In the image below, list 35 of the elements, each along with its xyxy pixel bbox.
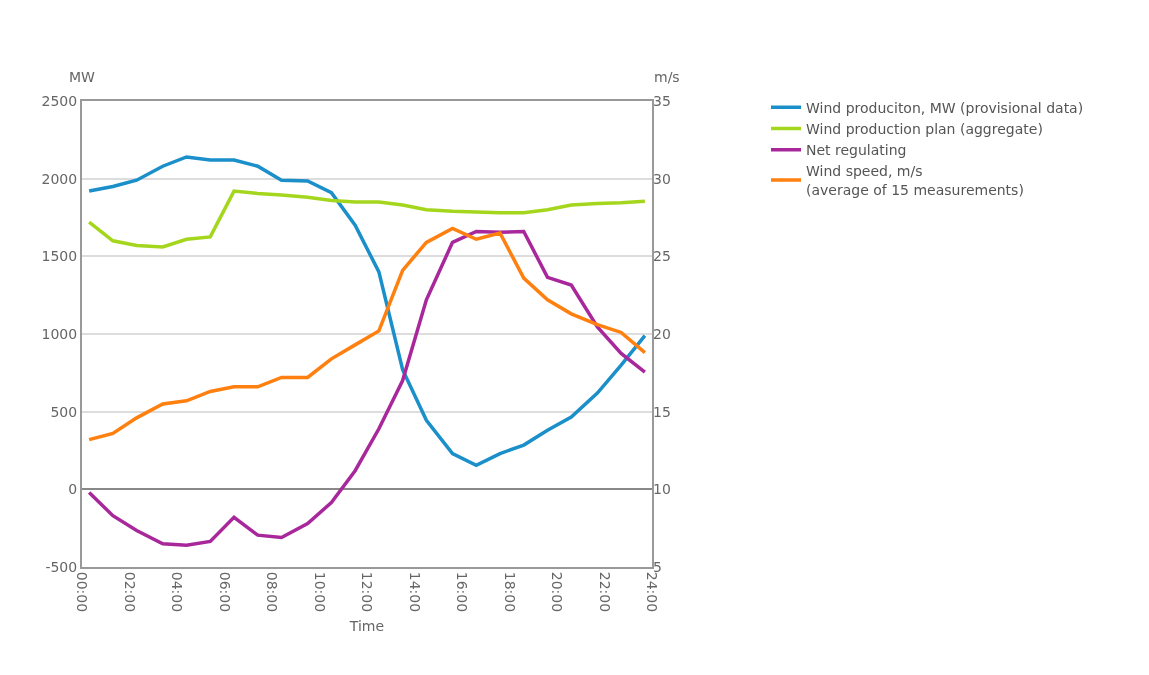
- y2-tick-label: 35: [653, 92, 671, 109]
- line-series: [87, 155, 647, 468]
- x-tick-label: 22:00: [596, 571, 613, 613]
- line-series: [87, 229, 647, 547]
- y-axis-title: MW: [69, 69, 96, 85]
- legend-label: Wind produciton, MW (provisional data): [806, 99, 1084, 116]
- y2-tick-label: 30: [653, 170, 671, 187]
- line-series: [87, 226, 647, 442]
- x-axis-title: Time: [348, 617, 385, 634]
- x-tick-label: 24:00: [644, 571, 661, 613]
- y-tick-label: 0: [68, 481, 78, 498]
- legend-label: Net regulating: [806, 142, 907, 159]
- x-tick-label: 02:00: [121, 571, 138, 613]
- x-tick-label: 10:00: [311, 571, 328, 613]
- y2-tick-label: 15: [653, 403, 671, 420]
- y-tick-label: 500: [50, 403, 78, 420]
- y2-axis-title: m/s: [654, 69, 680, 85]
- y2-tick-label: 20: [653, 325, 671, 342]
- x-tick-label: 18:00: [501, 571, 518, 613]
- legend-label: Wind production plan (aggregate): [806, 120, 1043, 137]
- x-tick-label: 04:00: [169, 571, 186, 613]
- y-tick-label: 1000: [41, 325, 78, 342]
- y2-tick-label: 25: [653, 248, 671, 265]
- y-tick-label: 1500: [41, 248, 78, 265]
- x-tick-label: 08:00: [264, 571, 281, 613]
- y2-tick-label: 10: [653, 481, 671, 498]
- x-tick-label: 12:00: [359, 571, 376, 613]
- legend-label: Wind speed, m/s (average of 15 measurements): [806, 163, 1024, 198]
- x-tick-label: 06:00: [216, 571, 233, 613]
- x-tick-label: 14:00: [406, 571, 423, 613]
- y-tick-label: 2500: [41, 92, 78, 109]
- line-series: [87, 189, 647, 249]
- x-tick-label: 16:00: [454, 571, 471, 613]
- y-tick-label: 2000: [41, 170, 78, 187]
- x-tick-label: 20:00: [549, 571, 566, 613]
